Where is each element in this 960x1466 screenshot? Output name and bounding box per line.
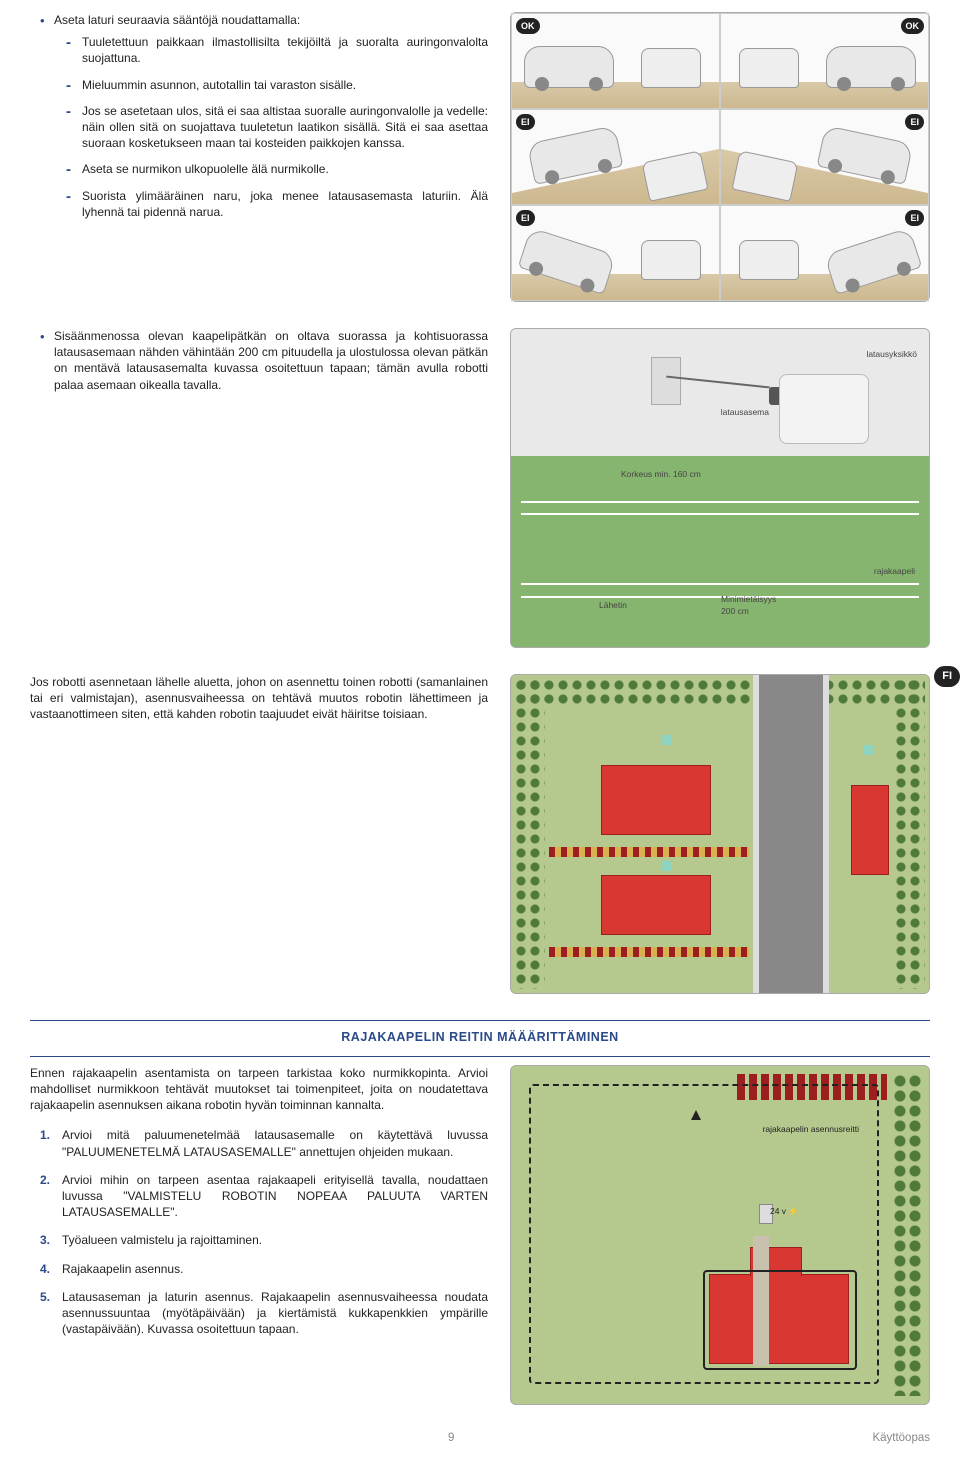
step-item: 1.Arvioi mitä paluumenetelmää latausasem… bbox=[40, 1127, 488, 1159]
ei-cell: EI bbox=[720, 109, 929, 205]
ei-badge: EI bbox=[516, 210, 535, 226]
ok-badge: OK bbox=[901, 18, 925, 34]
step-item: 3.Työalueen valmistelu ja rajoittaminen. bbox=[40, 1232, 488, 1248]
divider bbox=[30, 1020, 930, 1021]
step-item: 2.Arvioi mihin on tarpeen asentaa rajaka… bbox=[40, 1172, 488, 1221]
route-text-col: Ennen rajakaapelin asentamista on tarpee… bbox=[30, 1065, 488, 1405]
section-title: RAJAKAAPELIN REITIN MÄÄÄRITTÄMINEN bbox=[30, 1029, 930, 1046]
section-charger-rules: Aseta laturi seuraavia sääntöjä noudatta… bbox=[30, 12, 930, 302]
page-footer: 9 Käyttöopas bbox=[30, 1431, 930, 1447]
ok-ei-figure: OK OK EI EI bbox=[510, 12, 930, 302]
charger-icon bbox=[779, 374, 869, 444]
plan-figure bbox=[510, 674, 930, 994]
cable-text-col: Sisäänmenossa olevan kaapelipätkän on ol… bbox=[30, 328, 488, 648]
ei-badge: EI bbox=[905, 114, 924, 130]
ok-cell: OK bbox=[511, 13, 720, 109]
ei-cell: EI bbox=[511, 205, 720, 301]
ok-badge: OK bbox=[516, 18, 540, 34]
label-lahetin: Lähetin bbox=[599, 600, 627, 611]
section-two-robots: Jos robotti asennetaan lähelle aluetta, … bbox=[30, 674, 930, 994]
route-figure: rajakaapelin asennusreitti 24 v ⚡ bbox=[510, 1065, 930, 1405]
label-route: rajakaapelin asennusreitti bbox=[763, 1124, 859, 1135]
rule-item: Suorista ylimääräinen naru, joka menee l… bbox=[66, 188, 488, 220]
section-route: Ennen rajakaapelin asentamista on tarpee… bbox=[30, 1065, 930, 1405]
page-number: 9 bbox=[30, 1431, 872, 1447]
rule-item: Aseta se nurmikon ulkopuolelle älä nurmi… bbox=[66, 161, 488, 177]
lead-text: Aseta laturi seuraavia sääntöjä noudatta… bbox=[54, 13, 300, 27]
cable-bullet: Sisäänmenossa olevan kaapelipätkän on ol… bbox=[40, 328, 488, 393]
rules-text-col: Aseta laturi seuraavia sääntöjä noudatta… bbox=[30, 12, 488, 302]
label-volt: 24 v ⚡ bbox=[770, 1206, 799, 1217]
label-rajakaapeli: rajakaapeli bbox=[874, 566, 915, 577]
label-latausasema: latausasema bbox=[721, 407, 769, 418]
rule-item: Tuuletettuun paikkaan ilmastollisilta te… bbox=[66, 34, 488, 66]
ei-cell: EI bbox=[720, 205, 929, 301]
ei-cell: EI bbox=[511, 109, 720, 205]
step-item: 5.Latausaseman ja laturin asennus. Rajak… bbox=[40, 1289, 488, 1338]
divider bbox=[30, 1056, 930, 1057]
ei-badge: EI bbox=[905, 210, 924, 226]
lead-bullet: Aseta laturi seuraavia sääntöjä noudatta… bbox=[40, 12, 488, 220]
section-cable-straight: Sisäänmenossa olevan kaapelipätkän on ol… bbox=[30, 328, 930, 648]
guide-label: Käyttöopas bbox=[872, 1431, 930, 1447]
label-korkeus: Korkeus min. 160 cm bbox=[621, 469, 701, 480]
two-robots-text: Jos robotti asennetaan lähelle aluetta, … bbox=[30, 674, 488, 994]
step-item: 4.Rajakaapelin asennus. bbox=[40, 1261, 488, 1277]
label-latausyksikko: latausyksikkö bbox=[866, 349, 917, 360]
ok-cell: OK bbox=[720, 13, 929, 109]
language-tab: FI bbox=[934, 666, 960, 687]
iso-figure: latausyksikkö latausasema Korkeus min. 1… bbox=[510, 328, 930, 648]
rule-item: Jos se asetetaan ulos, sitä ei saa altis… bbox=[66, 103, 488, 152]
route-intro: Ennen rajakaapelin asentamista on tarpee… bbox=[30, 1065, 488, 1114]
ei-badge: EI bbox=[516, 114, 535, 130]
psu-icon bbox=[651, 357, 681, 405]
rule-item: Mieluummin asunnon, autotallin tai varas… bbox=[66, 77, 488, 93]
label-minimi: Minimietäisyys 200 cm bbox=[721, 594, 776, 617]
two-robots-para: Jos robotti asennetaan lähelle aluetta, … bbox=[30, 674, 488, 723]
